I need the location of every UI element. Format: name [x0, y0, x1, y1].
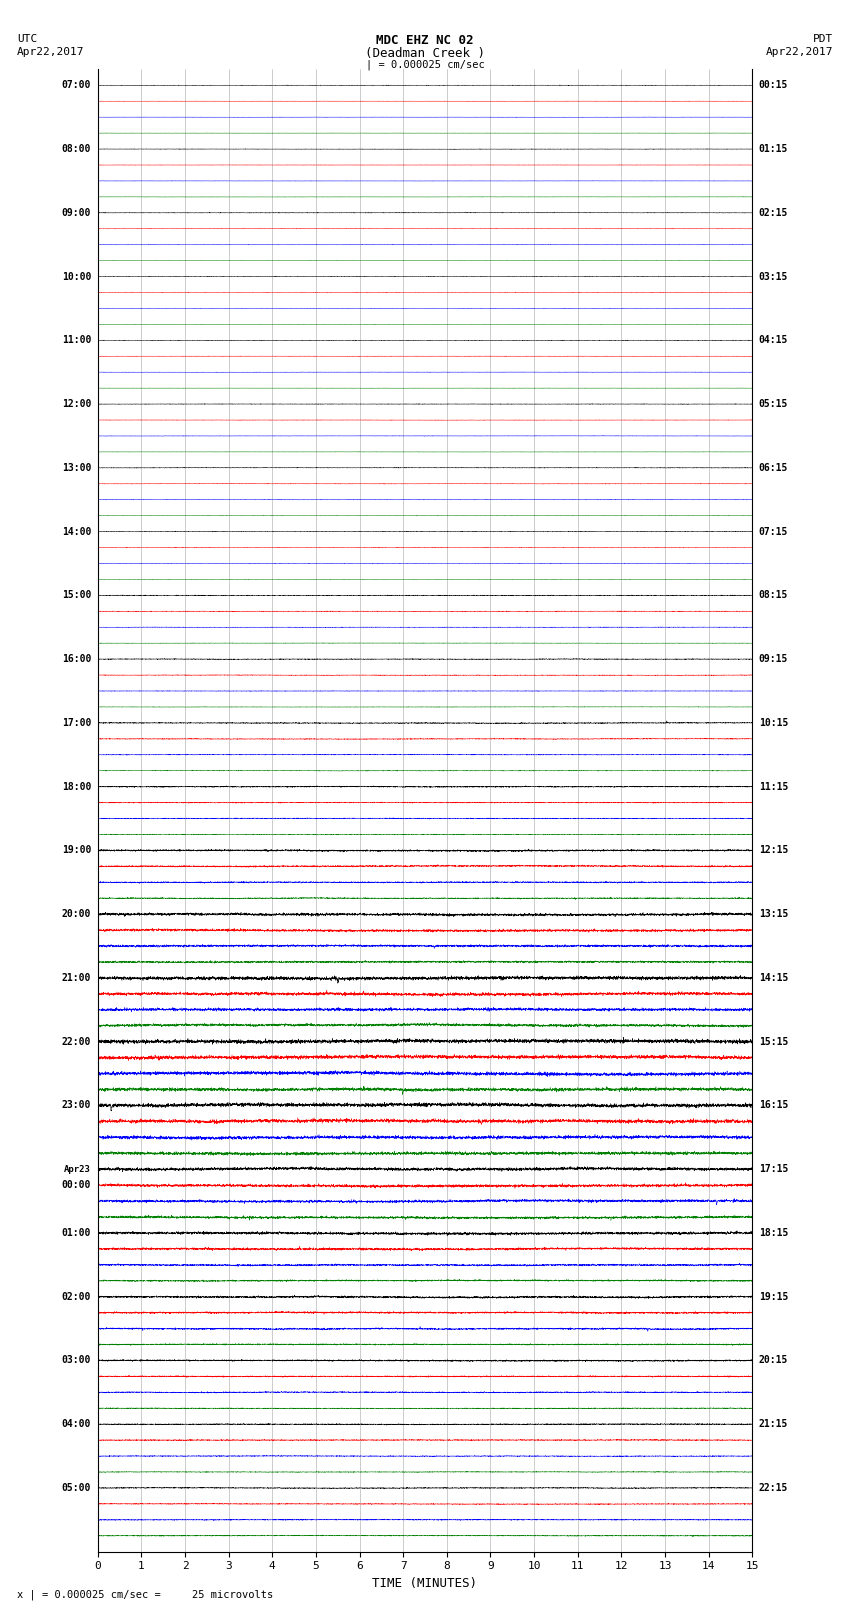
Text: 19:15: 19:15: [759, 1292, 788, 1302]
X-axis label: TIME (MINUTES): TIME (MINUTES): [372, 1578, 478, 1590]
Text: 10:00: 10:00: [62, 271, 91, 282]
Text: 14:15: 14:15: [759, 973, 788, 982]
Text: 00:00: 00:00: [62, 1181, 91, 1190]
Text: 13:15: 13:15: [759, 910, 788, 919]
Text: 21:00: 21:00: [62, 973, 91, 982]
Text: 07:00: 07:00: [62, 81, 91, 90]
Text: Apr23: Apr23: [65, 1165, 91, 1174]
Text: 22:15: 22:15: [759, 1482, 788, 1494]
Text: 02:15: 02:15: [759, 208, 788, 218]
Text: MDC EHZ NC 02: MDC EHZ NC 02: [377, 34, 473, 47]
Text: 04:00: 04:00: [62, 1419, 91, 1429]
Text: 01:15: 01:15: [759, 144, 788, 155]
Text: 17:00: 17:00: [62, 718, 91, 727]
Text: 11:15: 11:15: [759, 782, 788, 792]
Text: 19:00: 19:00: [62, 845, 91, 855]
Text: 17:15: 17:15: [759, 1165, 788, 1174]
Text: 04:15: 04:15: [759, 336, 788, 345]
Text: 16:00: 16:00: [62, 655, 91, 665]
Text: UTC: UTC: [17, 34, 37, 44]
Text: PDT: PDT: [813, 34, 833, 44]
Text: 14:00: 14:00: [62, 526, 91, 537]
Text: | = 0.000025 cm/sec: | = 0.000025 cm/sec: [366, 60, 484, 71]
Text: 10:15: 10:15: [759, 718, 788, 727]
Text: 18:15: 18:15: [759, 1227, 788, 1237]
Text: 05:00: 05:00: [62, 1482, 91, 1494]
Text: 22:00: 22:00: [62, 1037, 91, 1047]
Text: 13:00: 13:00: [62, 463, 91, 473]
Text: x | = 0.000025 cm/sec =     25 microvolts: x | = 0.000025 cm/sec = 25 microvolts: [17, 1589, 273, 1600]
Text: 05:15: 05:15: [759, 398, 788, 410]
Text: 20:15: 20:15: [759, 1355, 788, 1366]
Text: 18:00: 18:00: [62, 782, 91, 792]
Text: 21:15: 21:15: [759, 1419, 788, 1429]
Text: 09:00: 09:00: [62, 208, 91, 218]
Text: 12:00: 12:00: [62, 398, 91, 410]
Text: 03:15: 03:15: [759, 271, 788, 282]
Text: 11:00: 11:00: [62, 336, 91, 345]
Text: Apr22,2017: Apr22,2017: [17, 47, 84, 56]
Text: 07:15: 07:15: [759, 526, 788, 537]
Text: 03:00: 03:00: [62, 1355, 91, 1366]
Text: 15:00: 15:00: [62, 590, 91, 600]
Text: 23:00: 23:00: [62, 1100, 91, 1110]
Text: 15:15: 15:15: [759, 1037, 788, 1047]
Text: 20:00: 20:00: [62, 910, 91, 919]
Text: 06:15: 06:15: [759, 463, 788, 473]
Text: 16:15: 16:15: [759, 1100, 788, 1110]
Text: Apr22,2017: Apr22,2017: [766, 47, 833, 56]
Text: 00:15: 00:15: [759, 81, 788, 90]
Text: 12:15: 12:15: [759, 845, 788, 855]
Text: (Deadman Creek ): (Deadman Creek ): [365, 47, 485, 60]
Text: 02:00: 02:00: [62, 1292, 91, 1302]
Text: 08:15: 08:15: [759, 590, 788, 600]
Text: 01:00: 01:00: [62, 1227, 91, 1237]
Text: 08:00: 08:00: [62, 144, 91, 155]
Text: 09:15: 09:15: [759, 655, 788, 665]
